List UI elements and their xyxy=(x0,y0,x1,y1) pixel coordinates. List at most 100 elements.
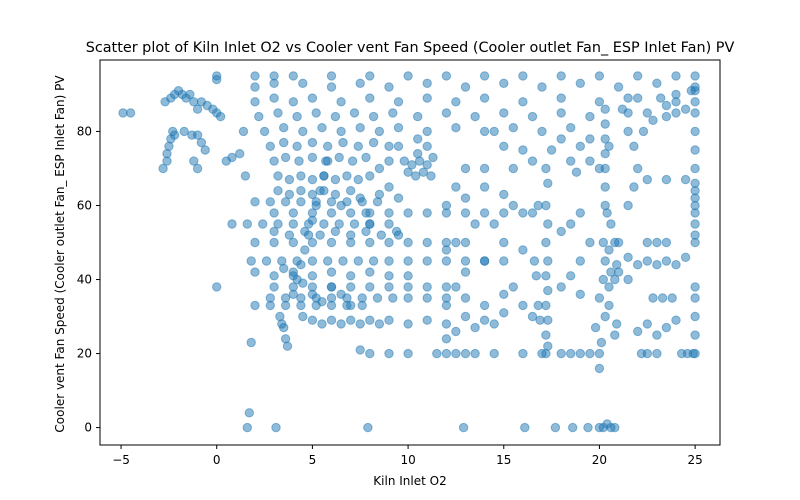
data-point xyxy=(192,104,203,114)
data-point xyxy=(527,208,538,218)
data-point xyxy=(489,319,499,329)
data-point xyxy=(690,282,700,292)
data-point xyxy=(258,219,268,229)
data-point xyxy=(368,137,379,148)
data-point xyxy=(566,348,576,359)
data-point xyxy=(384,271,394,281)
data-point xyxy=(451,97,461,107)
data-point xyxy=(648,115,658,126)
data-point xyxy=(280,152,291,163)
data-point xyxy=(250,300,260,311)
data-point xyxy=(489,126,499,137)
data-point xyxy=(422,160,432,170)
data-point xyxy=(250,237,260,248)
data-point xyxy=(529,256,540,266)
data-point xyxy=(319,219,329,229)
data-point xyxy=(422,293,432,303)
data-point xyxy=(422,315,432,325)
data-point xyxy=(479,182,490,192)
data-point xyxy=(633,260,643,270)
x-tick-label: 15 xyxy=(496,453,511,467)
data-point xyxy=(346,186,356,196)
data-point xyxy=(346,300,356,311)
x-tick-label: −5 xyxy=(112,453,130,467)
data-point xyxy=(388,108,398,118)
data-point xyxy=(273,108,283,118)
data-point xyxy=(479,71,490,81)
data-point xyxy=(499,78,509,89)
data-point xyxy=(192,130,203,140)
data-point xyxy=(365,348,375,359)
data-point xyxy=(585,156,595,166)
data-point xyxy=(368,111,379,122)
data-point xyxy=(250,197,260,207)
data-point xyxy=(642,237,652,248)
data-point xyxy=(311,200,321,211)
data-point xyxy=(585,134,595,144)
data-point xyxy=(690,126,700,137)
data-point xyxy=(594,163,605,174)
data-point xyxy=(403,348,413,359)
data-point xyxy=(288,208,298,218)
data-point xyxy=(334,219,344,229)
data-point xyxy=(623,126,633,137)
data-point xyxy=(642,319,652,329)
data-point xyxy=(347,156,358,166)
data-point xyxy=(269,226,279,237)
data-point xyxy=(254,111,264,122)
data-point xyxy=(600,134,610,144)
data-point xyxy=(326,300,337,311)
data-point xyxy=(353,174,363,185)
data-point xyxy=(451,182,461,192)
data-point xyxy=(479,208,490,218)
data-point xyxy=(690,311,700,322)
data-point xyxy=(365,71,375,81)
data-point xyxy=(422,237,432,248)
data-point xyxy=(690,219,700,229)
data-point xyxy=(499,189,509,200)
data-point xyxy=(326,267,337,277)
y-axis-ticks: 0 20 40 60 80 xyxy=(77,124,100,435)
data-point xyxy=(346,271,356,281)
data-point xyxy=(336,200,346,211)
data-point xyxy=(294,156,304,166)
data-point xyxy=(403,208,413,218)
data-point xyxy=(227,152,237,163)
data-point xyxy=(566,123,576,133)
data-point xyxy=(594,71,605,81)
data-point xyxy=(652,260,662,270)
data-point xyxy=(596,337,607,348)
data-point xyxy=(508,123,518,133)
data-point xyxy=(543,315,553,325)
data-point xyxy=(259,126,270,137)
data-point xyxy=(633,93,643,103)
data-point xyxy=(357,300,367,311)
data-point xyxy=(633,163,643,174)
data-point xyxy=(393,97,404,107)
data-point xyxy=(240,171,251,181)
data-point xyxy=(384,219,394,229)
data-point xyxy=(365,237,375,248)
data-point xyxy=(292,111,302,122)
data-point xyxy=(384,282,394,292)
data-point xyxy=(336,97,346,107)
data-point xyxy=(418,167,429,177)
data-point xyxy=(479,163,490,174)
data-point xyxy=(556,134,566,144)
data-point xyxy=(585,111,595,122)
data-point xyxy=(537,126,547,137)
data-point xyxy=(307,256,318,266)
data-point xyxy=(265,141,275,152)
data-point xyxy=(520,422,530,433)
data-point xyxy=(307,289,318,299)
data-point xyxy=(326,208,337,218)
data-point xyxy=(489,348,499,359)
data-point xyxy=(393,123,404,133)
data-point xyxy=(273,171,283,181)
data-point xyxy=(284,230,295,240)
data-point xyxy=(376,230,386,240)
data-point xyxy=(374,189,385,200)
data-point xyxy=(661,322,672,333)
x-tick-label: 0 xyxy=(213,453,221,467)
